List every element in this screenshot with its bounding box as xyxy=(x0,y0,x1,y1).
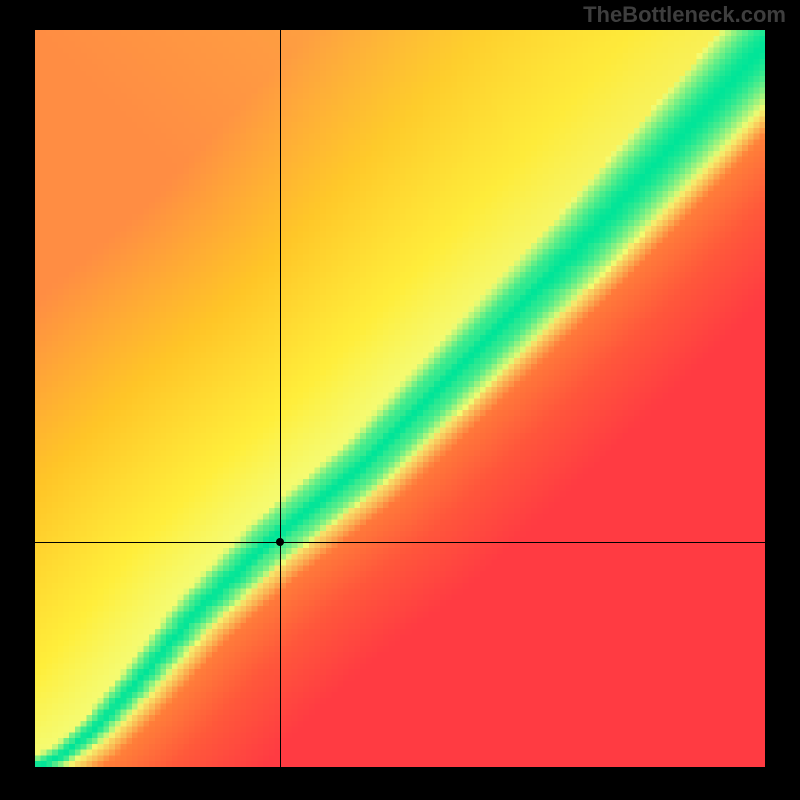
bottleneck-heatmap xyxy=(35,30,765,767)
crosshair-line xyxy=(280,30,281,767)
crosshair-line xyxy=(35,542,765,543)
watermark-text: TheBottleneck.com xyxy=(583,2,786,28)
crosshair-marker xyxy=(276,538,284,546)
figure-container: { "image_size": { "width": 800, "height"… xyxy=(0,0,800,800)
